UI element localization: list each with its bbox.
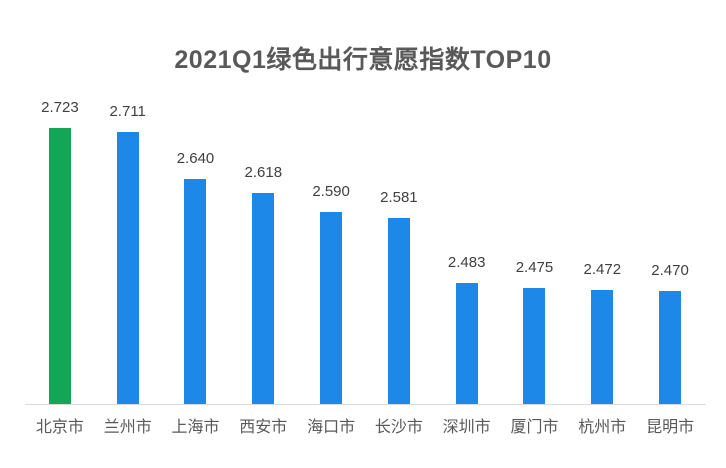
bar-column: 2.590 <box>297 99 365 404</box>
category-label: 上海市 <box>171 419 220 436</box>
category-label: 西安市 <box>239 419 288 436</box>
bar-value-label: 2.470 <box>651 262 689 280</box>
bar-column: 2.640 <box>162 99 230 404</box>
category-label: 长沙市 <box>374 419 423 436</box>
bar-value-label: 2.618 <box>244 164 283 182</box>
category-axis: 北京市 兰州市 上海市 西安市 海口市 长沙市 深圳市 厦门市 杭州市 昆明市 <box>26 417 704 439</box>
bar <box>591 290 614 404</box>
bar-value-label: 2.590 <box>312 182 350 200</box>
bar <box>116 131 139 404</box>
bar <box>387 217 410 404</box>
bar-highlighted <box>48 128 71 404</box>
bar-value-label: 2.711 <box>109 102 146 120</box>
category-label: 深圳市 <box>442 419 491 436</box>
plot-area: 2.723 2.711 2.640 2.618 2.590 2.581 2.483 2.475… <box>26 99 704 404</box>
category-label: 北京市 <box>35 419 84 436</box>
bar <box>455 282 478 404</box>
bar <box>184 178 207 404</box>
bar-value-label: 2.472 <box>583 261 622 278</box>
category-label: 兰州市 <box>103 419 152 436</box>
bar <box>523 288 546 404</box>
x-axis-baseline <box>25 404 706 405</box>
bar-value-label: 2.483 <box>447 253 486 271</box>
category-label: 杭州市 <box>578 419 627 436</box>
bar-column: 2.475 <box>501 99 569 404</box>
bar-column: 2.581 <box>365 99 433 404</box>
bar-column: 2.618 <box>229 99 297 404</box>
chart-title: 2021Q1绿色出行意愿指数TOP10 <box>174 46 552 74</box>
category-label: 昆明市 <box>646 419 695 436</box>
bar <box>659 291 682 404</box>
bar-value-label: 2.475 <box>515 259 554 276</box>
bar-value-label: 2.581 <box>380 188 418 206</box>
bar-value-label: 2.723 <box>41 99 79 116</box>
bar-column: 2.470 <box>636 99 704 404</box>
category-label: 厦门市 <box>510 419 559 436</box>
bar-value-label: 2.640 <box>176 149 215 167</box>
bar-column: 2.472 <box>568 99 636 404</box>
bar-column: 2.483 <box>433 99 501 404</box>
bar <box>252 193 275 404</box>
bar-column: 2.711 <box>94 99 162 404</box>
bar <box>320 211 343 404</box>
category-label: 海口市 <box>307 419 356 436</box>
bar-column: 2.723 <box>26 99 94 404</box>
